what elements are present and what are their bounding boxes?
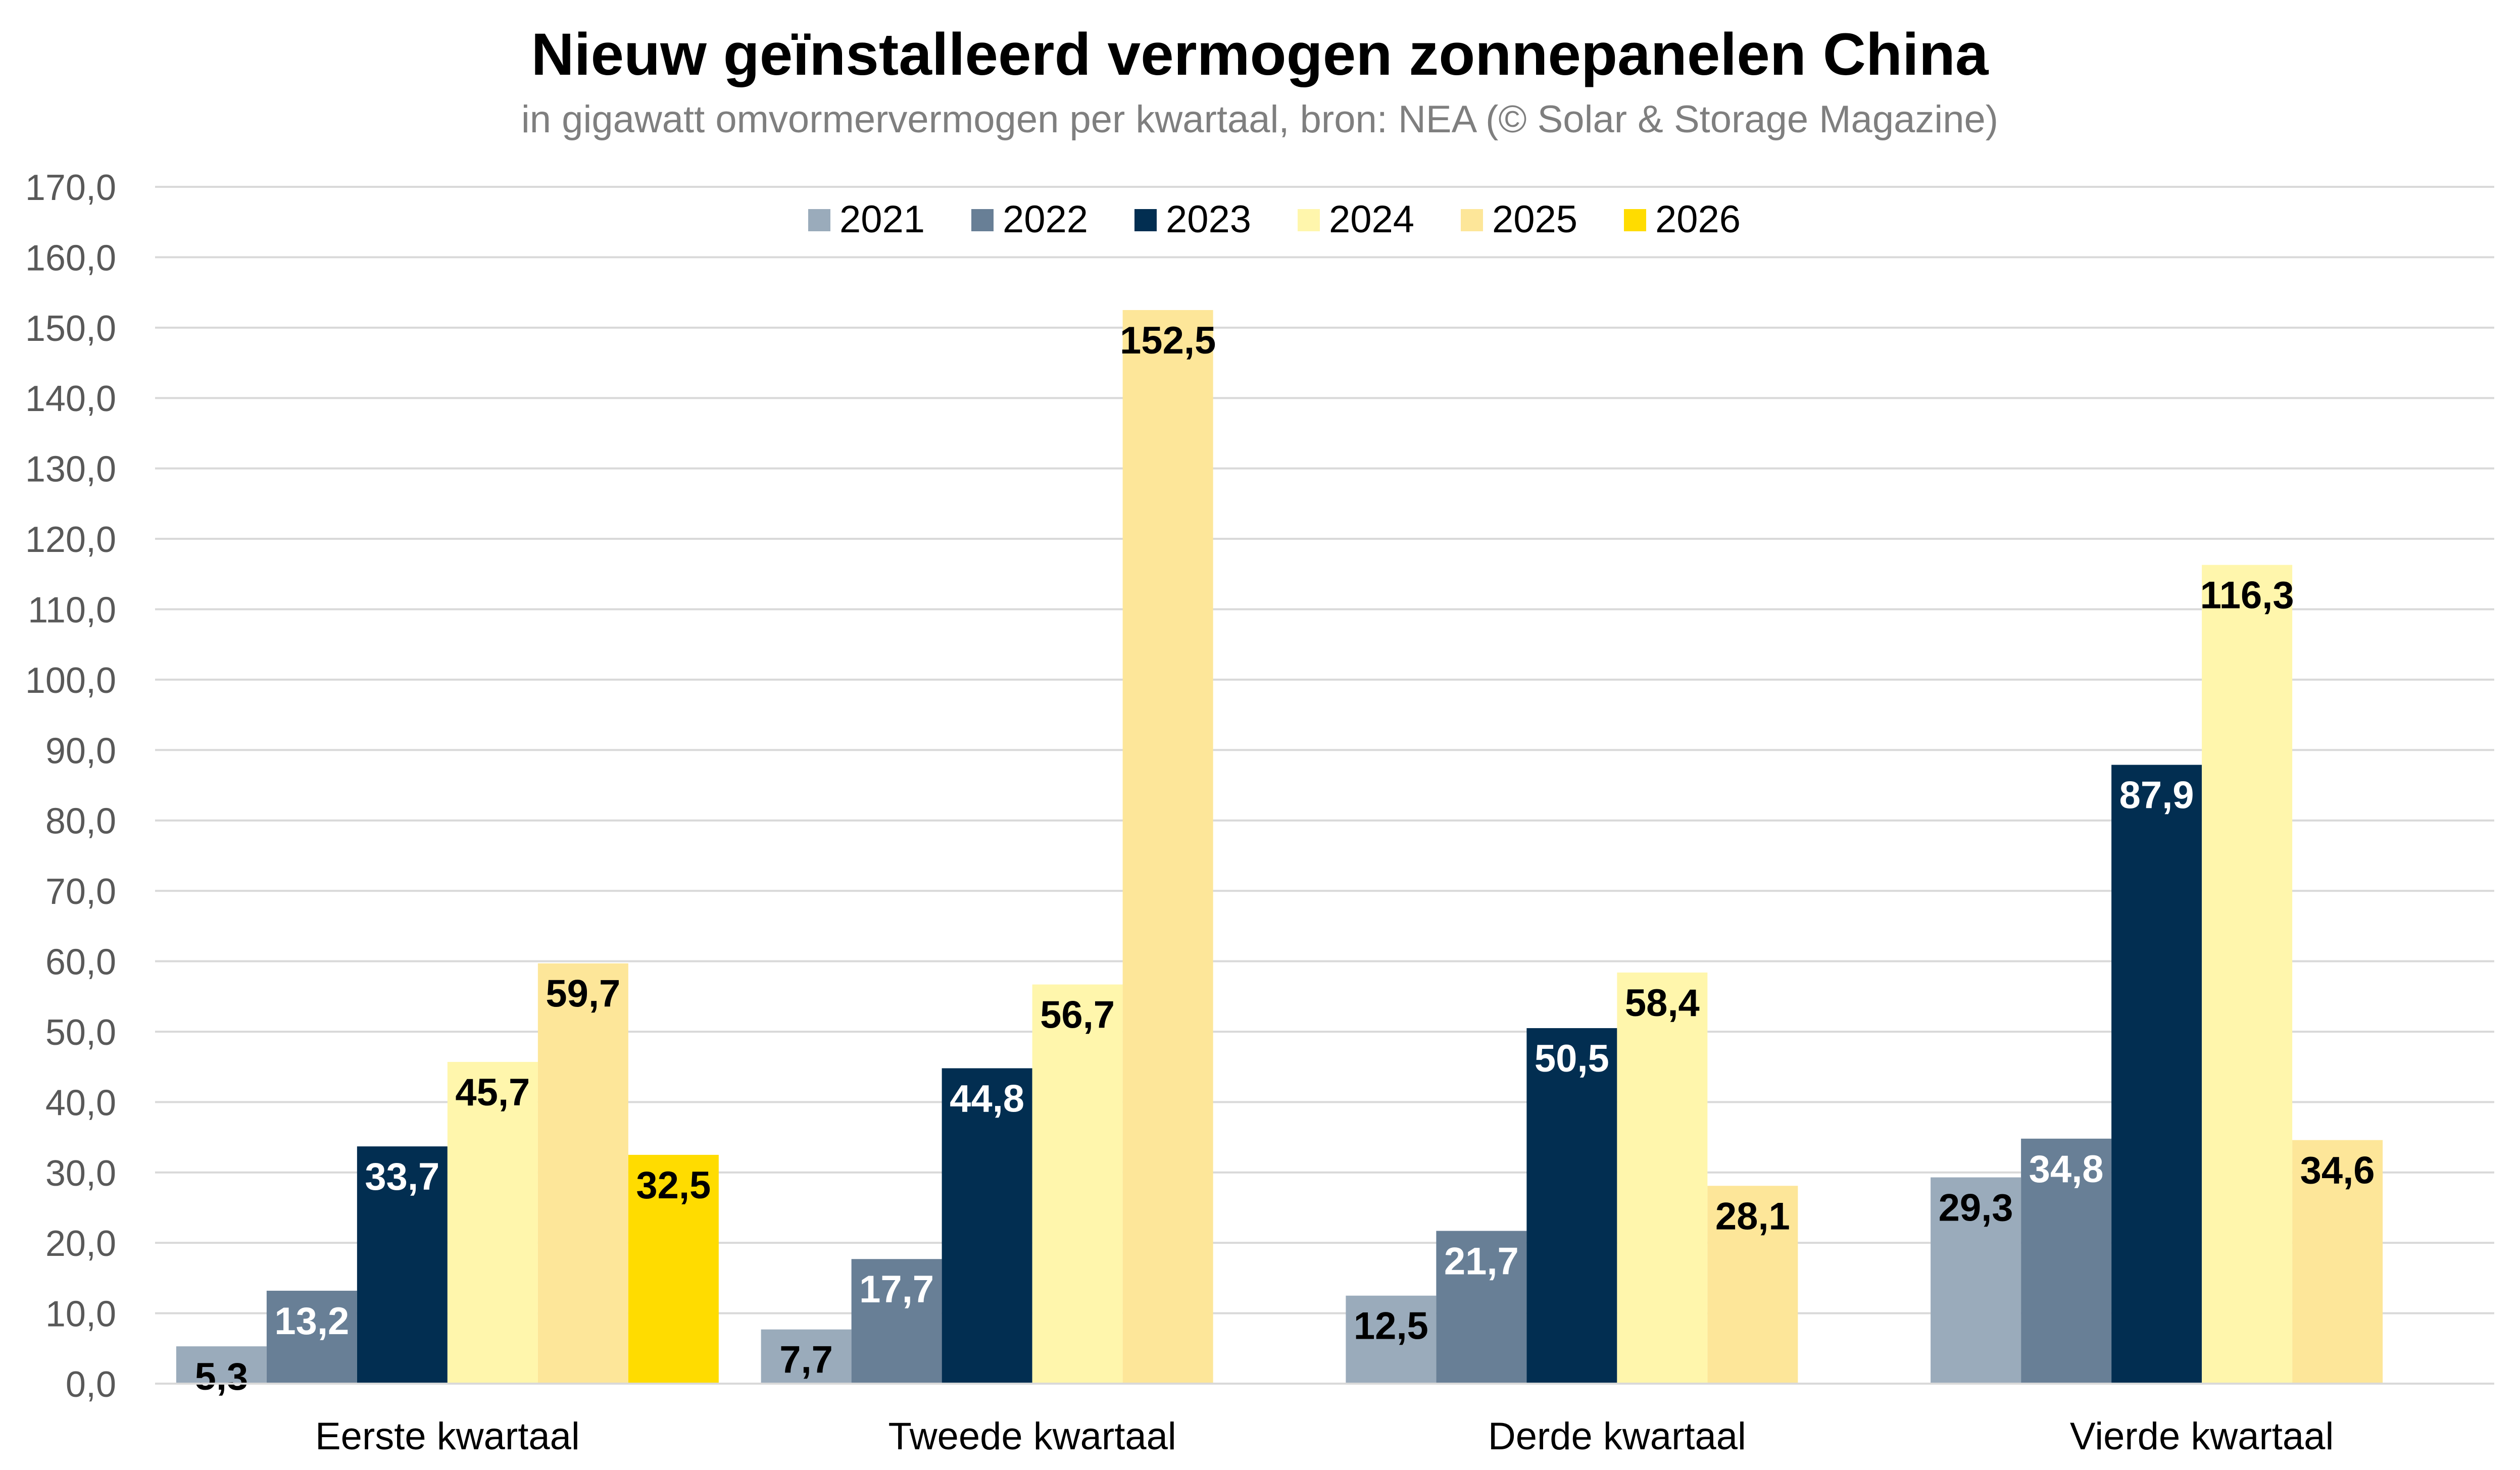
y-tick-label: 10,0 <box>45 1294 116 1335</box>
y-tick-label: 170,0 <box>25 168 116 208</box>
y-tick-label: 20,0 <box>45 1224 116 1264</box>
legend-swatch <box>808 209 830 231</box>
legend-item-2024: 2024 <box>1298 198 1414 241</box>
y-tick-label: 60,0 <box>45 942 116 983</box>
legend-label: 2021 <box>839 198 925 241</box>
data-label: 44,8 <box>950 1077 1024 1120</box>
data-label: 116,3 <box>2200 574 2294 617</box>
bar-2022-3 <box>1436 1231 1527 1384</box>
legend-item-2023: 2023 <box>1134 198 1251 241</box>
y-tick-label: 100,0 <box>25 661 116 701</box>
bar-2022-1 <box>266 1290 357 1384</box>
y-tick-label: 140,0 <box>25 379 116 419</box>
bar-2021-2 <box>761 1329 852 1384</box>
chart-subtitle: in gigawatt omvormervermogen per kwartaa… <box>521 98 1998 141</box>
data-label: 58,4 <box>1625 982 1700 1025</box>
data-labels: 5,3 13,2 33,7 45,7 59,7 32,5 7,7 17,7 44,8 56,7 15… <box>155 319 2494 1398</box>
data-label: 29,3 <box>1939 1187 2013 1230</box>
data-label: 13,2 <box>274 1300 349 1343</box>
data-label: 5,3 <box>195 1355 249 1398</box>
legend-item-2021: 2021 <box>808 198 925 241</box>
legend-swatch <box>1134 209 1157 231</box>
bar-2025-2 <box>1122 310 1213 1384</box>
data-label: 45,7 <box>455 1071 530 1114</box>
x-tick-label: Eerste kwartaal <box>315 1415 580 1458</box>
legend-label: 2025 <box>1492 198 1577 241</box>
y-tick-label: 90,0 <box>45 731 116 771</box>
bar-2025-4 <box>2292 1140 2383 1384</box>
bar-2024-3 <box>1617 972 1708 1384</box>
legend-item-2026: 2026 <box>1624 198 1741 241</box>
bars <box>176 310 2383 1384</box>
data-label: 50,5 <box>1535 1037 1609 1080</box>
y-tick-label: 40,0 <box>45 1083 116 1123</box>
data-label: 34,8 <box>2029 1148 2104 1191</box>
y-axis-ticks: 0,0 10,0 20,0 30,0 40,0 50,0 60,0 70,0 80,0 90,0 1… <box>25 168 116 1405</box>
y-tick-label: 80,0 <box>45 801 116 842</box>
y-tick-label: 50,0 <box>45 1012 116 1053</box>
bar-2026-1 <box>628 1154 719 1384</box>
bar-2023-2 <box>942 1068 1032 1384</box>
y-tick-label: 120,0 <box>25 520 116 560</box>
data-label: 59,7 <box>546 973 620 1016</box>
legend-swatch <box>1298 209 1320 231</box>
legend-swatch <box>971 209 994 231</box>
legend-swatch <box>1624 209 1646 231</box>
bar-2023-3 <box>1526 1028 1617 1384</box>
bar-2025-3 <box>1707 1186 1798 1384</box>
data-label: 7,7 <box>779 1339 833 1382</box>
bar-2024-4 <box>2202 565 2293 1384</box>
x-tick-label: Tweede kwartaal <box>888 1415 1176 1458</box>
y-tick-label: 160,0 <box>25 238 116 278</box>
bar-2024-2 <box>1032 984 1123 1384</box>
bar-2021-1 <box>176 1346 267 1384</box>
data-label: 32,5 <box>636 1164 711 1207</box>
legend-label: 2024 <box>1329 198 1414 241</box>
bar-2025-1 <box>537 963 628 1384</box>
x-axis-ticks: Eerste kwartaal Tweede kwartaal Derde kwar… <box>315 1415 2334 1458</box>
legend-label: 2023 <box>1166 198 1251 241</box>
x-tick-label: Derde kwartaal <box>1488 1415 1746 1458</box>
bar-2022-4 <box>2021 1138 2112 1384</box>
data-label: 12,5 <box>1354 1305 1428 1348</box>
legend-label: 2026 <box>1655 198 1741 241</box>
legend-item-2022: 2022 <box>971 198 1088 241</box>
legend-label: 2022 <box>1003 198 1088 241</box>
data-label: 17,7 <box>859 1268 934 1311</box>
y-tick-label: 150,0 <box>25 309 116 349</box>
data-label: 87,9 <box>2119 774 2194 817</box>
legend-swatch <box>1461 209 1483 231</box>
legend: 2021 2022 2023 2024 2025 2026 <box>808 198 1741 241</box>
data-label: 28,1 <box>1715 1195 1790 1238</box>
bar-2023-4 <box>2111 765 2202 1384</box>
data-label: 152,5 <box>1120 319 1216 362</box>
data-label: 34,6 <box>2300 1149 2375 1192</box>
bar-2024-1 <box>447 1061 538 1384</box>
data-label: 56,7 <box>1040 994 1115 1037</box>
x-tick-label: Vierde kwartaal <box>2070 1415 2334 1458</box>
bar-2022-2 <box>851 1259 942 1384</box>
legend-item-2025: 2025 <box>1461 198 1577 241</box>
y-tick-label: 30,0 <box>45 1153 116 1194</box>
y-tick-label: 130,0 <box>25 449 116 490</box>
chart-title: Nieuw geïnstalleerd vermogen zonnepanele… <box>531 21 1989 88</box>
bar-2021-4 <box>1931 1177 2021 1384</box>
bar-2023-1 <box>357 1146 448 1384</box>
data-label: 33,7 <box>365 1155 439 1198</box>
y-tick-label: 0,0 <box>66 1364 116 1405</box>
bar-2021-3 <box>1346 1295 1437 1384</box>
data-label: 21,7 <box>1444 1240 1519 1283</box>
y-tick-label: 110,0 <box>28 590 116 630</box>
y-tick-label: 70,0 <box>45 872 116 912</box>
